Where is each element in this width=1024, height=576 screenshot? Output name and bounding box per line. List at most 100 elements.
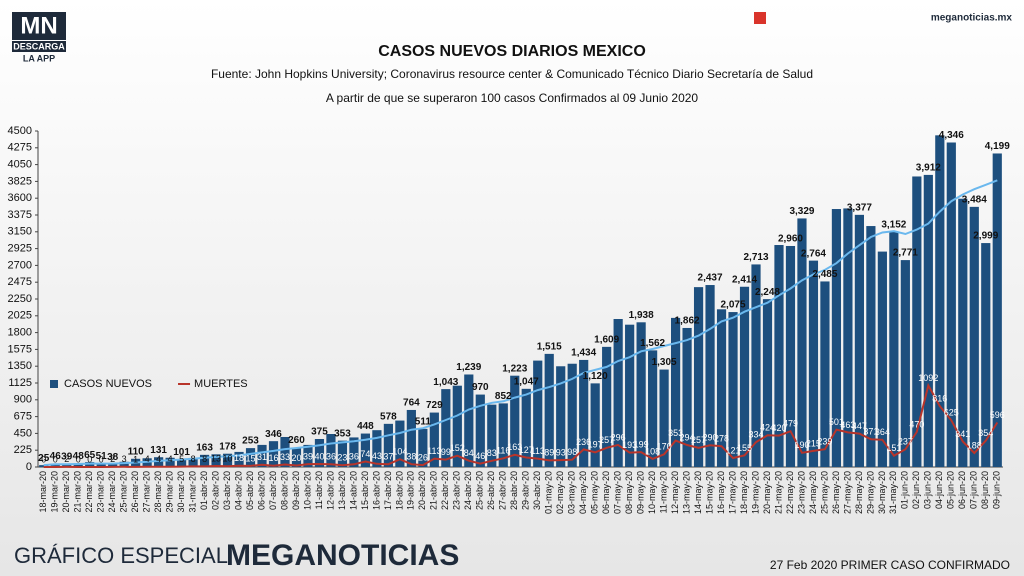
bar xyxy=(108,464,118,467)
bar xyxy=(751,264,761,467)
data-label: 43 xyxy=(372,451,382,461)
x-tick-label: 09-jun-20 xyxy=(992,471,1002,509)
data-label: 8 xyxy=(191,454,196,464)
x-tick-label: 01-jun-20 xyxy=(900,471,910,509)
data-label: 65 xyxy=(84,450,96,461)
data-label: 74 xyxy=(360,449,370,459)
data-label: 729 xyxy=(426,400,443,411)
bar xyxy=(372,430,382,467)
data-label: 1,562 xyxy=(640,338,665,349)
data-label: 2 xyxy=(64,454,69,464)
data-label: 2,437 xyxy=(698,273,723,284)
data-label: 239 xyxy=(817,437,832,447)
data-label: 1,862 xyxy=(675,316,700,327)
y-tick-label: 1125 xyxy=(8,377,32,389)
data-label: 31 xyxy=(257,452,267,462)
data-label: 199 xyxy=(634,440,649,450)
data-label: 2,771 xyxy=(893,248,918,259)
x-tick-label: 21-mar-20 xyxy=(73,471,83,513)
x-tick-label: 09-abr-20 xyxy=(291,471,301,510)
bar xyxy=(969,206,979,467)
x-tick-label: 24-may-20 xyxy=(808,471,818,514)
x-tick-label: 03-may-20 xyxy=(567,471,577,514)
y-tick-label: 3375 xyxy=(8,209,32,221)
bar xyxy=(521,388,531,467)
x-tick-label: 26-mar-20 xyxy=(130,471,140,513)
x-tick-label: 26-may-20 xyxy=(831,471,841,514)
bar xyxy=(602,346,612,467)
data-label: 511 xyxy=(415,416,432,427)
data-label: 2 xyxy=(110,454,115,464)
data-label: 257 xyxy=(599,435,614,445)
data-label: 2,713 xyxy=(743,252,768,263)
bar xyxy=(337,440,348,467)
data-label: 0 xyxy=(99,454,104,464)
data-label: 3,484 xyxy=(962,195,987,206)
x-tick-label: 10-abr-20 xyxy=(302,471,312,510)
y-tick-label: 450 xyxy=(14,427,32,439)
data-label: 190 xyxy=(794,440,809,450)
x-tick-label: 11-abr-20 xyxy=(314,471,324,509)
bar xyxy=(395,420,405,467)
x-tick-label: 08-abr-20 xyxy=(279,471,289,510)
data-label: 1,305 xyxy=(652,357,677,368)
x-tick-label: 06-abr-20 xyxy=(256,471,266,510)
data-label: 89 xyxy=(544,448,554,458)
data-label: 155 xyxy=(737,443,752,453)
bar xyxy=(165,457,175,467)
bar xyxy=(877,251,887,467)
chart-subtitle: Fuente: John Hopkins University; Coronav… xyxy=(211,67,813,81)
bar xyxy=(912,176,922,468)
bar xyxy=(199,454,210,467)
data-label: 84 xyxy=(464,448,474,458)
data-label: 20 xyxy=(291,453,301,463)
data-label: 2,248 xyxy=(755,287,780,298)
data-label: 48 xyxy=(73,451,85,462)
x-tick-label: 07-abr-20 xyxy=(268,471,278,510)
bar xyxy=(866,226,876,467)
x-tick-label: 17-may-20 xyxy=(727,471,737,514)
x-tick-label: 25-abr-20 xyxy=(475,471,485,510)
data-label: 23 xyxy=(337,453,347,463)
bar xyxy=(935,135,945,467)
bar xyxy=(383,423,393,467)
data-label: 93 xyxy=(556,447,566,457)
data-label: 1,047 xyxy=(514,376,539,387)
data-label: 578 xyxy=(380,411,397,422)
data-label: 816 xyxy=(932,393,947,403)
data-label: 170 xyxy=(657,442,672,452)
x-tick-label: 04-abr-20 xyxy=(233,471,243,510)
x-tick-label: 08-may-20 xyxy=(624,471,634,514)
y-tick-label: 1800 xyxy=(8,327,32,339)
bar xyxy=(808,260,819,467)
x-tick-label: 01-abr-20 xyxy=(199,471,209,510)
x-tick-label: 02-may-20 xyxy=(555,471,565,514)
y-tick-label: 2700 xyxy=(8,259,32,271)
x-tick-label: 15-abr-20 xyxy=(360,471,370,510)
bar xyxy=(257,444,267,467)
data-label: 1,938 xyxy=(629,310,654,321)
bar xyxy=(177,459,187,467)
data-label: 113 xyxy=(427,446,441,456)
data-label: 98 xyxy=(567,447,577,457)
bar xyxy=(349,437,359,467)
y-tick-label: 900 xyxy=(14,394,32,406)
bar xyxy=(625,324,635,467)
data-label: 36 xyxy=(349,452,359,462)
x-tick-label: 27-may-20 xyxy=(842,471,852,514)
chart-subtitle: A partir de que se superaron 100 casos C… xyxy=(326,91,699,105)
x-tick-label: 20-abr-20 xyxy=(417,471,427,510)
data-label: 1,223 xyxy=(502,363,527,374)
x-tick-label: 30-mar-20 xyxy=(176,471,186,513)
bar xyxy=(510,375,520,467)
x-tick-label: 07-may-20 xyxy=(613,471,623,514)
logo-app: LA APP xyxy=(23,53,55,63)
data-label: 46 xyxy=(50,451,62,462)
x-tick-label: 29-mar-20 xyxy=(164,471,174,513)
data-label: 970 xyxy=(472,382,489,393)
flag-icon xyxy=(754,12,766,24)
data-label: 15 xyxy=(246,453,256,463)
bar xyxy=(900,260,910,467)
